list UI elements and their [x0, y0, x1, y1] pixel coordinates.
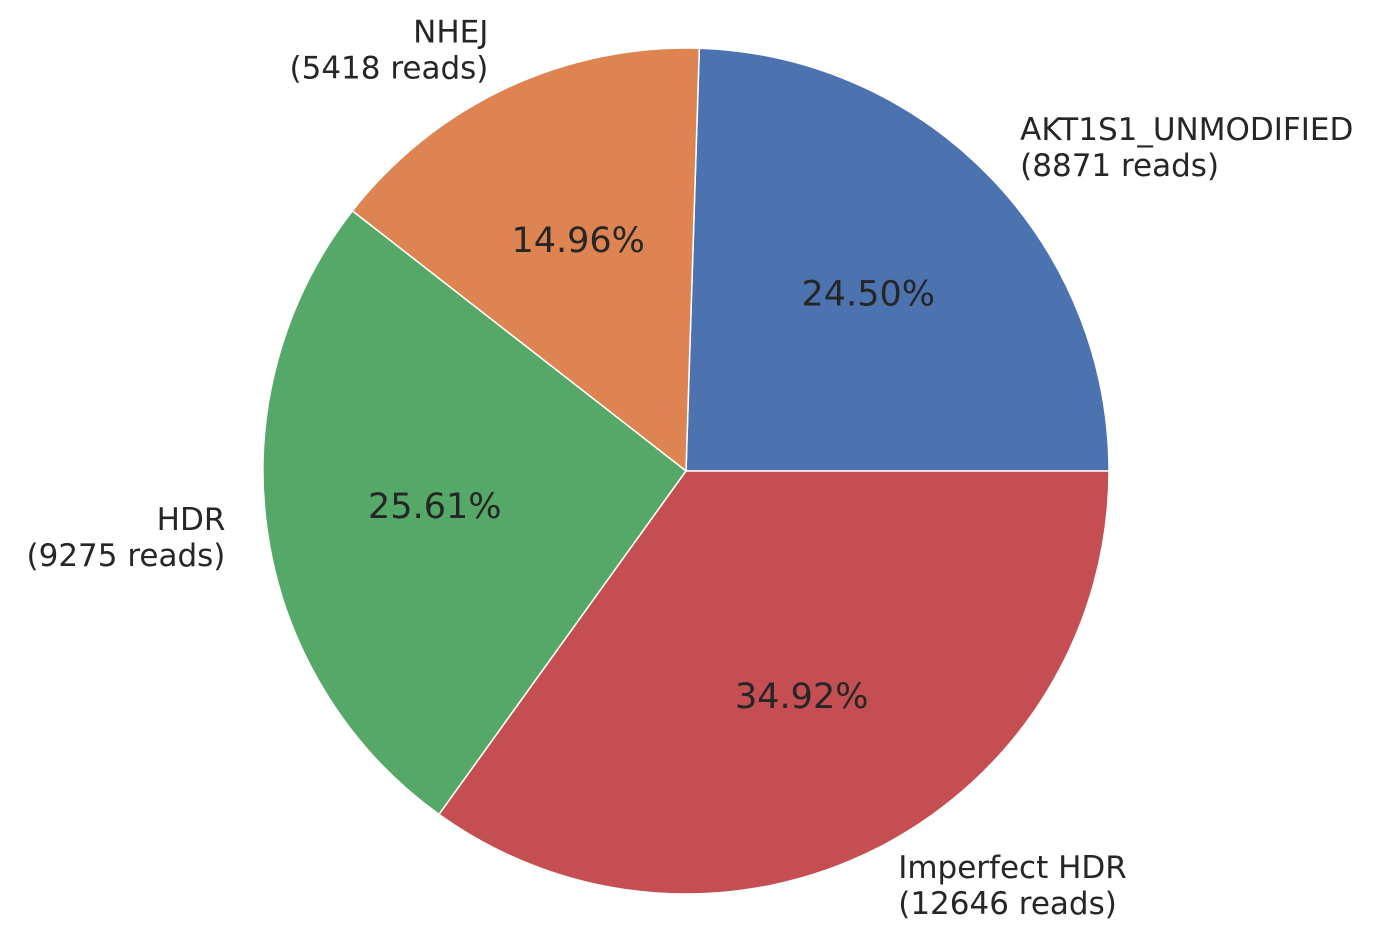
- pie-slice-akt1s1-unmodified: [685, 47, 1110, 472]
- pie-labels: 24.50% AKT1S1_UNMODIFIED (8871 reads) 14.96…: [27, 15, 1354, 922]
- pie-slices: [262, 47, 1110, 895]
- pie-slice-imperfect-hdr: [437, 470, 1110, 895]
- slice-label-reads: (8871 reads): [1020, 148, 1219, 184]
- slice-label-name: NHEJ: [413, 15, 488, 51]
- pie-slice-nhej: [351, 47, 701, 473]
- percent-label: 14.96%: [511, 221, 644, 261]
- slice-label-name: HDR: [157, 502, 226, 538]
- percent-label: 25.61%: [368, 487, 501, 527]
- slice-label-reads: (9275 reads): [27, 538, 226, 574]
- slice-label-name: Imperfect HDR: [898, 850, 1127, 886]
- percent-label: 34.92%: [735, 677, 868, 717]
- slice-label-name: AKT1S1_UNMODIFIED: [1020, 112, 1353, 148]
- slice-label: AKT1S1_UNMODIFIED (8871 reads): [1020, 112, 1353, 184]
- slice-label-reads: (12646 reads): [898, 886, 1117, 922]
- slice-label-reads: (5418 reads): [290, 51, 489, 87]
- percent-label: 24.50%: [802, 274, 935, 314]
- slice-label: Imperfect HDR (12646 reads): [898, 850, 1127, 922]
- slice-label: HDR (9275 reads): [27, 502, 226, 574]
- slice-label: NHEJ (5418 reads): [290, 15, 489, 87]
- pie-slice-hdr: [262, 209, 688, 816]
